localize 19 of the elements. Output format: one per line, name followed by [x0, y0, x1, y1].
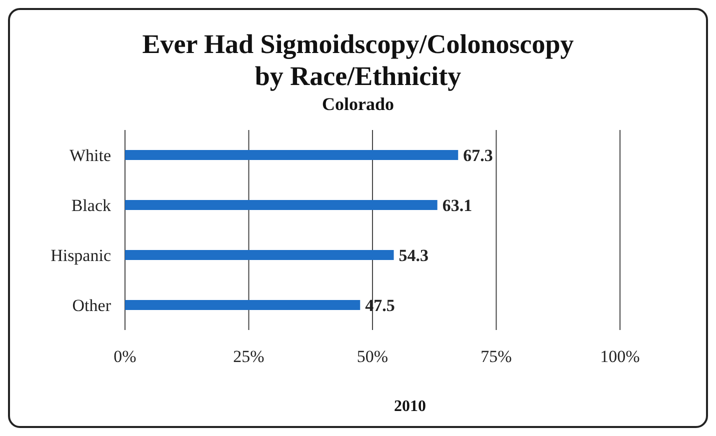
- x-tick-label: 100%: [600, 347, 640, 366]
- bar: [125, 200, 438, 210]
- y-tick-label: Black: [71, 196, 112, 216]
- x-tick-label: 75%: [480, 347, 512, 366]
- x-tick-label: 50%: [356, 347, 388, 366]
- bar: [125, 250, 394, 260]
- data-label: 54.3: [398, 246, 429, 266]
- y-tick-label: Hispanic: [50, 246, 112, 266]
- bar: [125, 150, 458, 160]
- chart-title: Ever Had Sigmoidscopy/Colonoscopy by Race/Ethnicity: [141, 28, 575, 92]
- x-tick-label: 25%: [233, 347, 264, 366]
- bar: [125, 300, 360, 310]
- data-label: 63.1: [442, 196, 472, 216]
- y-tick-label: Other: [72, 296, 112, 316]
- x-tick-label: 0%: [114, 347, 136, 366]
- data-label: 67.3: [463, 146, 493, 166]
- x-axis-title: 2010: [393, 398, 427, 416]
- chart-subtitle: Colorado: [321, 94, 395, 115]
- y-tick-label: White: [69, 146, 111, 166]
